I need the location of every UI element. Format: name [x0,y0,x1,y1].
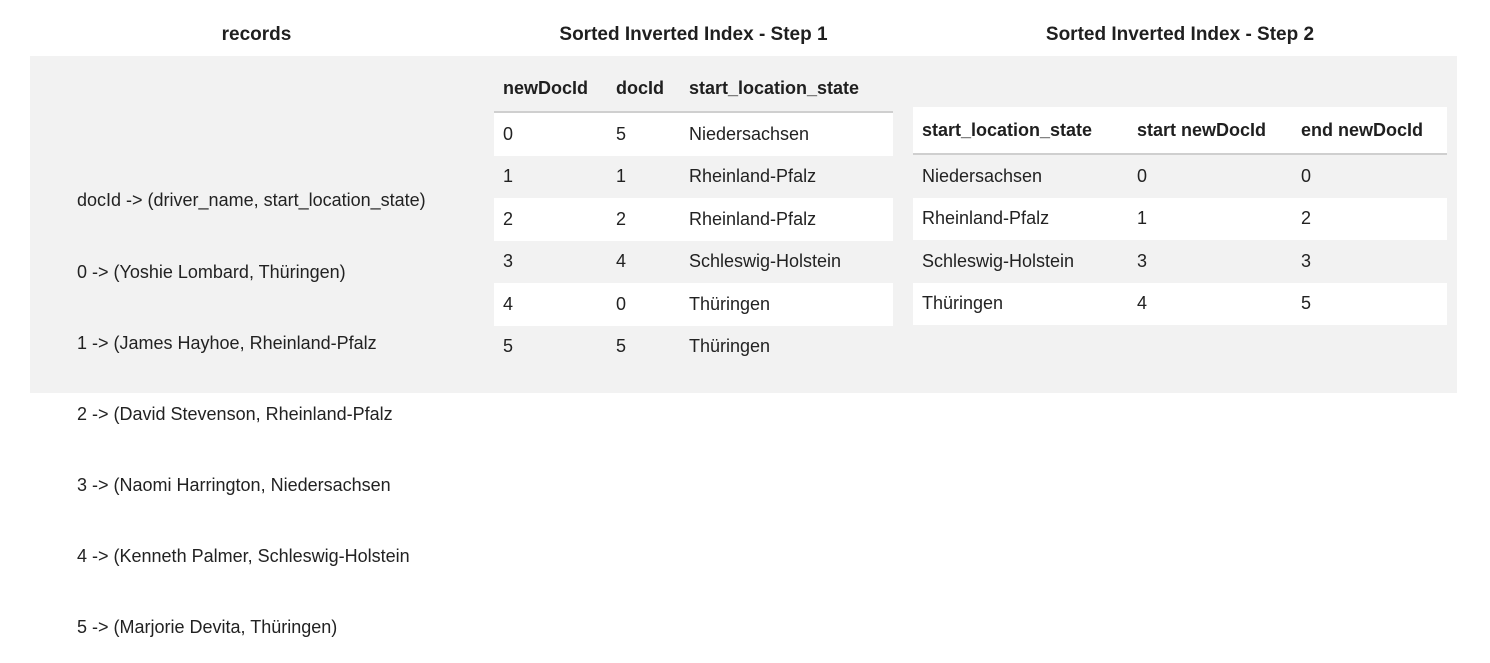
table-cell: 4 [494,283,607,326]
table-cell: Rheinland-Pfalz [680,198,893,241]
table-cell: 5 [607,325,680,368]
table-cell: 0 [494,112,607,156]
column-header-start-location-state: start_location_state [913,107,1128,155]
step1-title: Sorted Inverted Index - Step 1 [559,24,828,45]
table-row: 2 2 Rheinland-Pfalz [494,198,893,241]
step2-table: start_location_state start newDocId end … [913,107,1447,325]
table-cell: Thüringen [680,283,893,326]
column-header-start-newdocid: start newDocId [1128,107,1292,155]
column-header-newdocid: newDocId [494,65,607,113]
table-row: Niedersachsen 0 0 [913,154,1447,198]
table-cell: Rheinland-Pfalz [680,155,893,198]
table-cell: 3 [1128,240,1292,283]
record-line: 3 -> (Naomi Harrington, Niedersachsen [77,474,391,495]
table-cell: 1 [607,155,680,198]
table-cell: 2 [494,198,607,241]
table-row: Rheinland-Pfalz 1 2 [913,197,1447,240]
records-title: records [221,24,292,45]
record-line: 4 -> (Kenneth Palmer, Schleswig-Holstein [77,545,410,566]
table-cell: Schleswig-Holstein [680,240,893,283]
table-row: 1 1 Rheinland-Pfalz [494,155,893,198]
record-line: 1 -> (James Hayhoe, Rheinland-Pfalz [77,332,377,353]
table-row: 3 4 Schleswig-Holstein [494,240,893,283]
table-cell: 5 [1292,282,1447,325]
column-header-end-newdocid: end newDocId [1292,107,1447,155]
table-cell: 4 [1128,282,1292,325]
table-cell: 1 [494,155,607,198]
table-row: Thüringen 4 5 [913,282,1447,325]
table-cell: Niedersachsen [680,112,893,156]
table-cell: 3 [494,240,607,283]
table-cell: Niedersachsen [913,154,1128,198]
table-cell: 5 [607,112,680,156]
table-row: 0 5 Niedersachsen [494,112,893,156]
records-header-line: docId -> (driver_name, start_location_st… [77,190,426,211]
table-cell: 0 [1292,154,1447,198]
table-cell: 5 [494,325,607,368]
table-cell: Thüringen [913,282,1128,325]
column-header-start-location-state: start_location_state [680,65,893,113]
table-cell: 4 [607,240,680,283]
table-cell: Thüringen [680,325,893,368]
step2-title: Sorted Inverted Index - Step 2 [1045,24,1315,45]
table-row: 4 0 Thüringen [494,283,893,326]
table-header-row: newDocId docId start_location_state [494,65,893,113]
table-cell: Schleswig-Holstein [913,240,1128,283]
records-list: docId -> (driver_name, start_location_st… [77,142,426,663]
column-header-docid: docId [607,65,680,113]
table-cell: 0 [607,283,680,326]
table-cell: 2 [1292,197,1447,240]
table-row: Schleswig-Holstein 3 3 [913,240,1447,283]
table-row: 5 5 Thüringen [494,325,893,368]
table-cell: 2 [607,198,680,241]
record-line: 0 -> (Yoshie Lombard, Thüringen) [77,261,346,282]
table-cell: Rheinland-Pfalz [913,197,1128,240]
table-cell: 1 [1128,197,1292,240]
record-line: 5 -> (Marjorie Devita, Thüringen) [77,616,338,637]
table-header-row: start_location_state start newDocId end … [913,107,1447,155]
table-cell: 3 [1292,240,1447,283]
record-line: 2 -> (David Stevenson, Rheinland-Pfalz [77,403,393,424]
table-cell: 0 [1128,154,1292,198]
step1-table: newDocId docId start_location_state 0 5 … [494,65,893,368]
